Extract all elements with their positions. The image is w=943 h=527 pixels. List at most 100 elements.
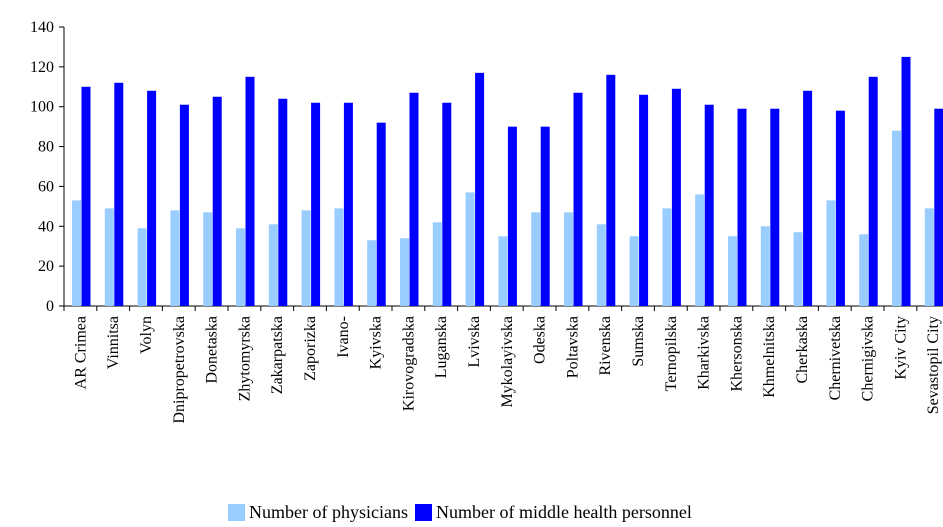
bar-physicians bbox=[268, 224, 278, 306]
bar-middle-personnel bbox=[704, 104, 714, 306]
bar-middle-personnel bbox=[770, 108, 780, 306]
bar-physicians bbox=[728, 236, 737, 306]
legend-swatch-physicians bbox=[228, 504, 245, 521]
category-label: Lvivska bbox=[466, 316, 483, 368]
bar-physicians bbox=[72, 200, 81, 306]
category-label: Sumska bbox=[630, 316, 647, 367]
x-axis bbox=[63, 305, 943, 311]
bar-middle-personnel bbox=[639, 94, 649, 306]
y-tick-label: 20 bbox=[38, 258, 54, 275]
legend-item-physicians: Number of physicians bbox=[228, 502, 408, 523]
category-label: Khersonska bbox=[728, 316, 745, 392]
category-label: Sevastopil City bbox=[925, 316, 942, 414]
category-label: Odeska bbox=[532, 316, 549, 364]
legend-item-middle-personnel: Number of middle health personnel bbox=[414, 502, 692, 523]
y-tick-label: 0 bbox=[46, 298, 54, 315]
y-tick-label: 120 bbox=[30, 59, 54, 76]
bar-physicians bbox=[301, 210, 311, 306]
category-label: Ivano- bbox=[335, 316, 352, 358]
bar-middle-personnel bbox=[442, 102, 452, 306]
bar-physicians bbox=[367, 240, 377, 306]
category-label: Dnipropetrovska bbox=[171, 316, 188, 424]
bar-physicians bbox=[170, 210, 180, 306]
bar-physicians bbox=[531, 212, 541, 306]
category-label: Zakarpatska bbox=[269, 316, 286, 394]
bar-middle-personnel bbox=[409, 92, 419, 306]
y-tick-label: 80 bbox=[38, 139, 54, 156]
legend-swatch-middle-personnel bbox=[414, 504, 432, 521]
category-label: Donetaska bbox=[204, 316, 221, 384]
bar-middle-personnel bbox=[114, 82, 124, 306]
bar-middle-personnel bbox=[901, 56, 911, 307]
category-label: Poltavska bbox=[564, 316, 581, 378]
y-tick-label: 40 bbox=[38, 218, 54, 235]
category-label: Kyivska bbox=[368, 316, 385, 369]
bar-middle-personnel bbox=[179, 104, 189, 306]
category-label: Zaporizka bbox=[302, 316, 319, 381]
y-tick-label: 60 bbox=[38, 178, 54, 195]
bar-middle-personnel bbox=[573, 92, 583, 306]
category-label: Vinnitsa bbox=[105, 316, 122, 369]
y-tick-label: 100 bbox=[30, 99, 54, 116]
bar-middle-personnel bbox=[81, 86, 91, 307]
bar-physicians bbox=[924, 208, 934, 306]
y-tick-label: 140 bbox=[30, 19, 54, 36]
bar-middle-personnel bbox=[376, 122, 386, 307]
bar-middle-personnel bbox=[343, 102, 353, 306]
legend-label-physicians: Number of physicians bbox=[249, 502, 408, 522]
bar-middle-personnel bbox=[540, 126, 550, 307]
category-label: Chernigivska bbox=[860, 316, 877, 401]
bar-physicians bbox=[137, 228, 147, 306]
bar-middle-personnel bbox=[212, 96, 222, 306]
bar-physicians bbox=[236, 228, 245, 306]
category-label: AR Crimea bbox=[72, 316, 89, 389]
bar-physicians bbox=[564, 212, 573, 306]
category-label: Mykolayivska bbox=[499, 316, 516, 408]
category-label: Rivenska bbox=[597, 316, 614, 376]
bar-physicians bbox=[400, 238, 409, 306]
bar-middle-personnel bbox=[671, 88, 681, 307]
category-label: Khmelnitska bbox=[761, 316, 778, 398]
bar-physicians bbox=[432, 222, 442, 306]
category-label: Zhytomyrska bbox=[236, 316, 253, 401]
bar-physicians bbox=[695, 194, 705, 306]
bar-physicians bbox=[498, 236, 508, 306]
bar-middle-personnel bbox=[803, 90, 813, 307]
category-label: Chernivetska bbox=[827, 316, 844, 400]
bar-middle-personnel bbox=[475, 72, 485, 306]
bar-middle-personnel bbox=[606, 74, 616, 306]
bar-physicians bbox=[465, 192, 475, 306]
bar-middle-personnel bbox=[737, 108, 747, 306]
category-label: Kyiv City bbox=[892, 316, 909, 380]
bar-physicians bbox=[629, 236, 639, 306]
category-label: Kirovogradska bbox=[400, 316, 417, 411]
bar-middle-personnel bbox=[934, 108, 943, 306]
bar-middle-personnel bbox=[245, 76, 255, 306]
category-label: Ternopilska bbox=[663, 316, 680, 391]
legend-label-middle-personnel: Number of middle health personnel bbox=[435, 502, 692, 522]
bar-physicians bbox=[596, 224, 606, 306]
bar-middle-personnel bbox=[507, 126, 517, 307]
bar-physicians bbox=[859, 234, 869, 306]
bar-physicians bbox=[826, 200, 836, 306]
bar-physicians bbox=[760, 226, 770, 306]
bar-middle-personnel bbox=[868, 76, 878, 306]
category-label: Cherkaska bbox=[794, 316, 811, 384]
bar-physicians bbox=[793, 232, 803, 306]
bar-middle-personnel bbox=[835, 110, 845, 306]
legend: Number of physicians Number of middle he… bbox=[228, 502, 699, 523]
category-label: Volyn bbox=[138, 316, 155, 354]
bar-middle-personnel bbox=[311, 102, 321, 306]
category-labels: AR Crimea Vinnitsa Volyn Dnipropetrovska Don… bbox=[72, 316, 942, 424]
bar-physicians bbox=[892, 130, 901, 306]
bar-middle-personnel bbox=[278, 98, 288, 306]
category-label: Kharkivska bbox=[696, 316, 713, 390]
bar-physicians bbox=[203, 212, 213, 306]
bar-physicians bbox=[104, 208, 114, 306]
bar-physicians bbox=[334, 208, 344, 306]
bar-middle-personnel bbox=[147, 90, 157, 307]
bars bbox=[72, 56, 943, 307]
bar-physicians bbox=[662, 208, 672, 306]
category-label: Luganska bbox=[433, 316, 450, 378]
